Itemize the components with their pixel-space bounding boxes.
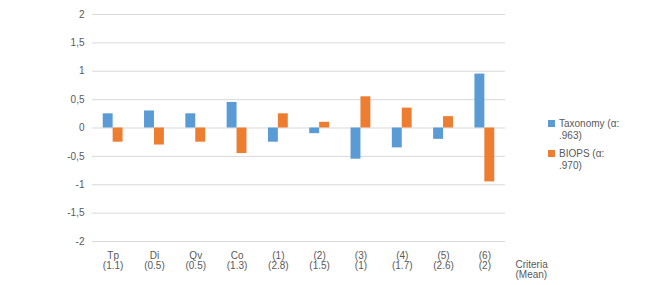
svg-text:Qv(0.5): Qv(0.5) — [185, 250, 206, 271]
svg-text:-0,5: -0,5 — [67, 151, 85, 162]
svg-text:-1,5: -1,5 — [67, 207, 85, 218]
svg-text:Di(0.5): Di(0.5) — [144, 250, 165, 271]
svg-text:0,5: 0,5 — [71, 94, 85, 105]
svg-text:0: 0 — [79, 122, 85, 133]
svg-text:-2: -2 — [76, 236, 85, 247]
svg-text:-1: -1 — [76, 179, 85, 190]
svg-text:Co(1.3): Co(1.3) — [227, 250, 248, 271]
html-text:Taxonomy (α: .963): Taxonomy (α: .963) — [559, 118, 620, 141]
svg-text:Tp(1.1): Tp(1.1) — [103, 250, 124, 271]
svg-text:Criteria(Mean): Criteria(Mean) — [516, 259, 549, 280]
svg-text:(3)(1): (3)(1) — [355, 250, 367, 271]
svg-text:(2)(1.5): (2)(1.5) — [309, 250, 330, 271]
svg-text:1: 1 — [79, 65, 85, 76]
svg-text:1,5: 1,5 — [71, 37, 85, 48]
svg-text:(1)(2.8): (1)(2.8) — [268, 250, 289, 271]
svg-text:(6)(2): (6)(2) — [479, 250, 491, 271]
svg-text:2: 2 — [79, 9, 85, 20]
svg-text:(4)(1.7): (4)(1.7) — [392, 250, 413, 271]
svg-text:(5)(2.6): (5)(2.6) — [433, 250, 454, 271]
html-text:BIOPS (α: .970): BIOPS (α: .970) — [559, 148, 605, 171]
